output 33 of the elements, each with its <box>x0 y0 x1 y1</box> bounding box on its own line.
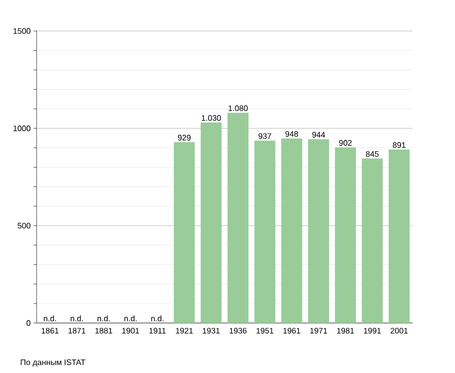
text: По данным ISTAT <box>20 359 86 367</box>
x-tick-label: 1961 <box>283 328 300 334</box>
data-label: 845 <box>366 151 379 157</box>
data-label: 891 <box>392 142 406 148</box>
data-label: 937 <box>258 133 272 139</box>
x-tick-label: 1861 <box>42 328 59 334</box>
x-tick-label: 1936 <box>230 328 247 334</box>
x-tick-label: 1881 <box>95 328 112 334</box>
text: n.d. <box>44 315 56 322</box>
text: n.d. <box>98 315 110 322</box>
data-label: 1.080 <box>228 105 248 112</box>
x-tick-label: 1901 <box>122 328 140 334</box>
x-tick-label: 1971 <box>310 328 328 334</box>
data-label: 902 <box>339 140 352 146</box>
text: n.d. <box>70 315 83 322</box>
y-tick-label: 0 <box>26 320 30 326</box>
text: n.d. <box>151 315 164 322</box>
data-label: 929 <box>178 134 191 140</box>
x-tick-label: 1951 <box>256 328 274 334</box>
x-tick-label: 2001 <box>390 328 408 334</box>
x-tick-label: 1991 <box>364 328 381 334</box>
x-tick-label: 1871 <box>68 328 86 334</box>
y-tick-label: 1000 <box>14 125 30 132</box>
x-tick-label: 1931 <box>202 328 220 334</box>
y-tick-label: 500 <box>18 222 30 228</box>
text: n.d. <box>124 315 137 322</box>
x-tick-label: 1921 <box>176 328 193 334</box>
data-label: 948 <box>285 131 298 137</box>
y-tick-label: 1500 <box>14 28 30 34</box>
data-label: 1.030 <box>202 115 221 121</box>
data-label: 944 <box>312 132 326 138</box>
x-tick-label: 1911 <box>149 328 166 334</box>
x-tick-label: 1981 <box>337 328 354 334</box>
